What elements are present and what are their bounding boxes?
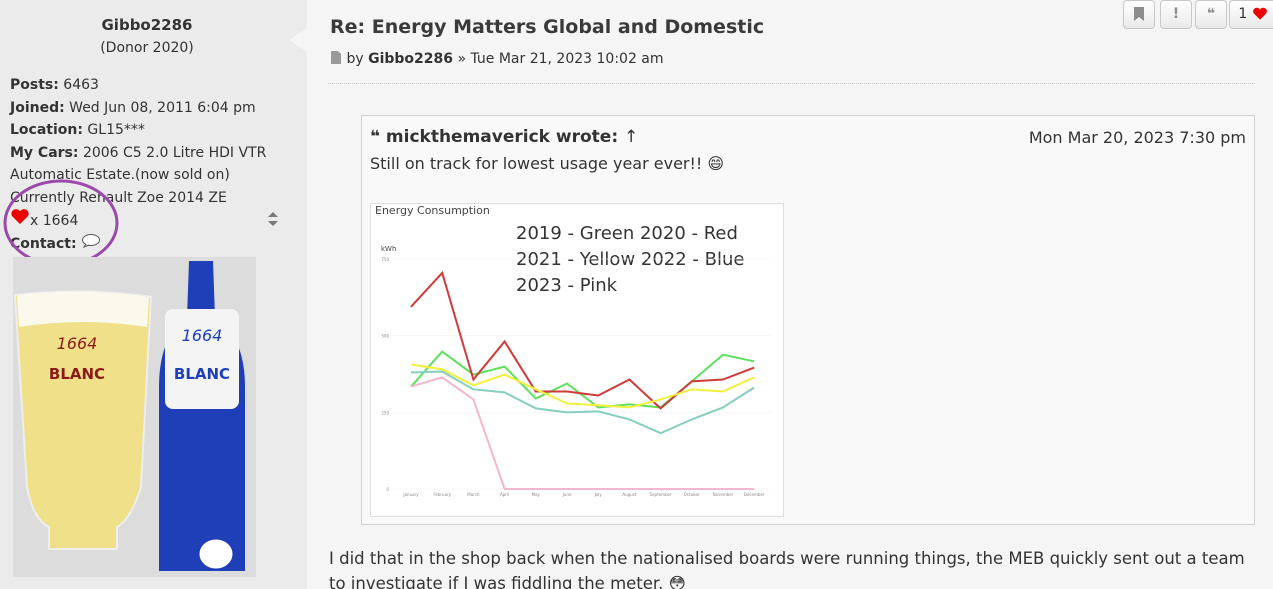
likes: x 1664 — [10, 209, 272, 233]
data-line — [410, 350, 755, 409]
quote-text: Still on track for lowest usage year eve… — [370, 154, 725, 173]
likes-count: x 1664 — [30, 213, 79, 229]
chart-annotation: 2019 - Green 2020 - Red — [516, 223, 738, 244]
x-tick-label: February — [433, 492, 451, 497]
data-line — [410, 370, 755, 435]
x-tick-label: April — [500, 492, 509, 497]
chart-title: Energy Consumption — [375, 204, 490, 217]
post-body: I did that in the shop back when the nat… — [329, 549, 1245, 589]
quote-link[interactable]: ↑ — [624, 127, 639, 147]
highlight-circle — [3, 179, 119, 267]
data-line — [410, 363, 755, 409]
contact-icon[interactable] — [81, 233, 101, 248]
profile-fields: Posts: 6463 Joined: Wed Jun 08, 2011 6:0… — [10, 74, 272, 255]
bookmark-button[interactable] — [1123, 0, 1155, 29]
field-label: My Cars: — [10, 144, 79, 161]
post-title[interactable]: Re: Energy Matters Global and Domestic — [330, 16, 765, 38]
chart-annotation: 2021 - Yellow 2022 - Blue — [516, 249, 744, 270]
y-tick-label: 750 — [381, 257, 389, 262]
chart-image: Energy Consumption kWh 2019 - Green 2020… — [370, 203, 784, 517]
x-tick-label: March — [467, 492, 480, 497]
post-date: Tue Mar 21, 2023 10:02 am — [470, 51, 664, 67]
x-tick-label: June — [562, 492, 572, 497]
x-tick-label: November — [713, 492, 734, 497]
quote-date: Mon Mar 20, 2023 7:30 pm — [1028, 128, 1246, 147]
data-line — [410, 376, 755, 490]
bottle-brand: BLANC — [174, 365, 230, 383]
quote-author[interactable]: mickthemaverick wrote: — [385, 127, 619, 147]
x-tick-label: December — [744, 492, 765, 497]
field: Location: GL15*** — [10, 119, 272, 142]
glass-logo: 1664 — [57, 334, 98, 353]
bottle-logo: 1664 — [182, 326, 223, 345]
avatar: 1664 BLANC 1664 BLANC — [13, 257, 256, 577]
field: My Cars: 2006 C5 2.0 Litre HDI VTR Autom… — [10, 142, 272, 210]
x-tick-label: January — [402, 492, 419, 497]
field: Posts: 6463 — [10, 74, 272, 97]
field-label: Posts: — [10, 77, 59, 93]
quote-header: ❝ mickthemaverick wrote: ↑ — [370, 127, 639, 147]
y-tick-label: 500 — [381, 334, 389, 339]
field-label: Location: — [10, 122, 83, 138]
user-rank: (Donor 2020) — [100, 40, 194, 56]
contact: Contact: — [10, 233, 272, 256]
post-author[interactable]: Gibbo2286 — [368, 51, 453, 67]
username[interactable]: Gibbo2286 — [101, 16, 193, 34]
quote-box: ❝ mickthemaverick wrote: ↑ Mon Mar 20, 2… — [361, 115, 1255, 525]
y-tick-label: 250 — [381, 410, 389, 415]
profile-panel: Gibbo2286 (Donor 2020) Posts: 6463 Joine… — [0, 0, 307, 589]
y-axis-label: kWh — [381, 245, 396, 253]
x-tick-label: August — [622, 492, 636, 497]
quote-button[interactable]: ❝ — [1195, 0, 1227, 29]
report-button[interactable]: ! — [1160, 0, 1192, 29]
separator: » — [457, 51, 467, 67]
field-value: Wed Jun 08, 2011 6:04 pm — [69, 99, 256, 116]
data-line — [410, 270, 755, 410]
heart-icon — [11, 209, 29, 224]
reaction-count: 1 — [1238, 6, 1248, 22]
contact-label: Contact: — [10, 235, 77, 252]
like-button[interactable]: 1 — [1229, 0, 1273, 29]
x-tick-label: October — [684, 492, 700, 497]
divider — [328, 83, 1255, 84]
post-notch — [289, 28, 307, 52]
x-tick-label: May — [532, 492, 541, 497]
x-tick-label: July — [594, 492, 603, 497]
x-tick-label: September — [650, 492, 672, 497]
glass-brand: BLANC — [49, 365, 105, 383]
sort-arrows[interactable] — [267, 211, 279, 227]
post-meta: by Gibbo2286 » Tue Mar 21, 2023 10:02 am — [330, 51, 664, 67]
by: by — [346, 51, 364, 67]
chart-annotation: 2023 - Pink — [516, 275, 618, 296]
y-tick-label: 0 — [386, 487, 389, 492]
field-value: 2006 C5 2.0 Litre HDI VTR Automatic Esta… — [10, 144, 267, 206]
field-value: GL15*** — [87, 122, 145, 138]
field-value: 6463 — [63, 77, 99, 93]
field-label: Joined: — [10, 99, 65, 116]
post-icon — [331, 51, 341, 64]
field: Joined: Wed Jun 08, 2011 6:04 pm — [10, 97, 272, 120]
